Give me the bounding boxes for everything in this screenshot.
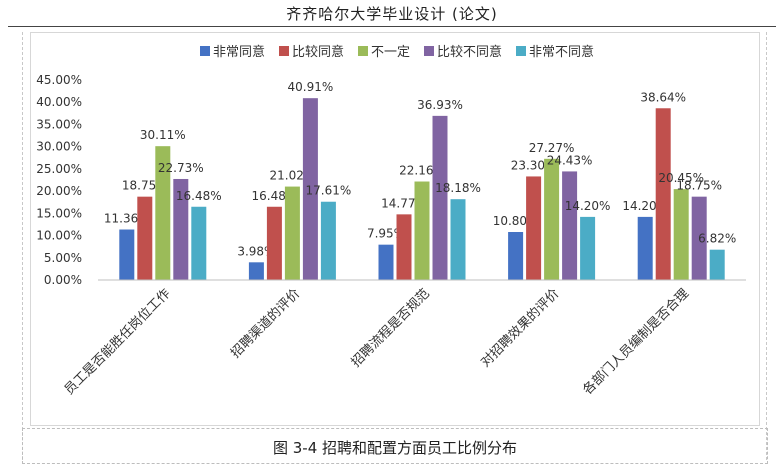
data-label: 27.27% [529,141,575,155]
data-label: 24.43% [547,153,593,167]
legend-label: 比较不同意 [437,44,502,60]
legend-swatch [200,46,210,56]
legend-label: 非常不同意 [529,44,594,60]
data-label: 3.98% [237,244,275,258]
legend-label: 不一定 [371,45,410,60]
x-category-label: 招聘渠道的评价 [228,286,304,362]
data-label: 7.95% [367,227,405,241]
y-tick-label: 0.00% [44,273,82,287]
y-tick-label: 35.00% [36,117,82,131]
y-tick-label: 40.00% [36,95,82,109]
legend-swatch [516,46,526,56]
bar [155,146,171,280]
bar-chart: 非常同意 比较同意 不一定 比较不同意 非常不同意 0.00% 5.00% 10.00% 15… [36,44,746,398]
page-header-title: 齐齐哈尔大学毕业设计 (论文) [286,5,498,23]
x-axis: 员工是否能胜任岗位工作 招聘渠道的评价 招聘流程是否规范 对招聘效果的评价 各部门人员编… [62,279,746,398]
x-category-label: 员工是否能胜任岗位工作 [62,286,174,398]
x-category-label: 对招聘效果的评价 [478,286,563,371]
bar [655,108,671,281]
bar [432,115,448,280]
bar [544,158,560,280]
y-tick-label: 20.00% [36,184,82,198]
data-label: 38.64% [640,90,686,104]
bar [191,206,207,280]
data-label: 18.18% [435,181,481,195]
figure-caption: 图 3-4 招聘和配置方面员工比例分布 [272,439,518,457]
bar [414,181,430,280]
bar [320,201,336,280]
y-tick-label: 25.00% [36,162,82,176]
x-category-label: 招聘流程是否规范 [349,286,433,370]
y-tick-label: 45.00% [36,73,82,87]
data-label: 30.11% [140,128,186,142]
caption-box: 图 3-4 招聘和配置方面员工比例分布 [22,428,768,464]
bar [508,232,524,280]
legend-swatch [279,46,289,56]
chart-legend: 非常同意 比较同意 不一定 比较不同意 非常不同意 [200,44,594,60]
bar [580,216,596,280]
data-label: 17.61% [306,184,352,198]
bar [691,196,707,280]
legend-swatch [358,46,368,56]
bar [284,186,300,280]
data-label: 22.73% [158,161,204,175]
data-label: 14.20% [565,199,611,213]
bar [673,189,689,280]
data-label: 40.91% [288,80,334,94]
data-label: 36.93% [417,98,463,112]
y-axis: 0.00% 5.00% 10.00% 15.00% 20.00% 25.00% 30.00%… [36,73,82,287]
header-rule [8,26,776,27]
bar [266,206,282,280]
bar [526,176,542,280]
chart-bars: 11.36%18.75%30.11%22.73%16.48%3.98%16.48… [104,80,736,281]
data-label: 18.75% [676,179,722,193]
x-category-label: 各部门人员编制是否合理 [580,286,692,398]
bar [119,229,135,280]
bar [562,171,578,280]
data-label: 6.82% [698,232,736,246]
bar [302,98,318,280]
y-tick-label: 15.00% [36,206,82,220]
left-margin-rule [22,32,23,460]
y-tick-label: 30.00% [36,140,82,154]
data-label: 20.45% [658,171,704,185]
right-margin-rule [766,32,767,460]
legend-swatch [424,46,434,56]
bar [709,249,725,280]
bar [378,244,394,280]
bar [450,199,466,280]
legend-label: 比较同意 [292,44,344,60]
bar [173,178,189,280]
bar [248,262,264,280]
data-label: 16.48% [176,189,222,203]
y-tick-label: 10.00% [36,229,82,243]
bar [137,196,153,280]
y-tick-label: 5.00% [44,251,82,265]
bar [637,216,653,280]
bar [396,214,412,280]
legend-label: 非常同意 [213,44,265,60]
